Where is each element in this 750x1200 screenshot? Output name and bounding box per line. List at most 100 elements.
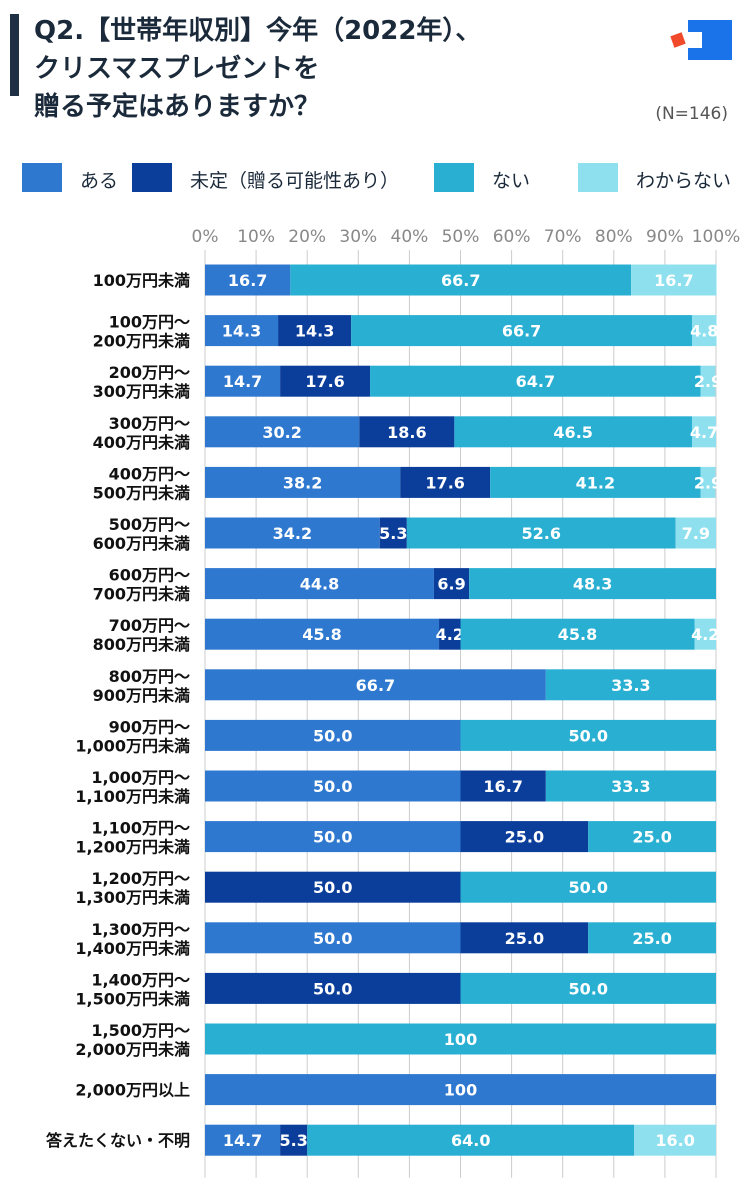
category-label-line: 1,000万円未満	[75, 736, 190, 755]
category-label-line: 1,300万円未満	[75, 888, 190, 907]
x-tick-label: 60%	[493, 227, 531, 247]
bar-segment	[280, 365, 371, 397]
category-label: 900万円〜 1,000万円未満	[75, 717, 190, 755]
category-label-line: 800万円〜	[109, 667, 190, 686]
data-label: 2.9	[694, 372, 722, 391]
legend-label-aru: ある	[80, 170, 119, 192]
data-label: 50.0	[569, 726, 608, 745]
category-label-line: 100万円〜	[109, 313, 190, 332]
bar-segment	[460, 719, 716, 751]
bar-segment	[379, 517, 407, 549]
category-label-line: 900万円未満	[93, 686, 190, 705]
bar-segment	[205, 821, 461, 853]
data-label: 17.6	[305, 372, 344, 391]
category-label-line: 1,200万円〜	[91, 869, 190, 888]
bar-segment	[205, 618, 440, 650]
legend-label-mitei: 未定（贈る可能性あり）	[190, 170, 400, 192]
bar-segment	[631, 264, 717, 296]
sample-size-label: (N=146)	[655, 104, 728, 124]
data-label: 64.0	[451, 1131, 490, 1150]
chart-title-line-1: Q2.【世帯年収別】今年（2022年）、	[34, 16, 482, 46]
category-label: 200万円〜 300万円未満	[93, 363, 190, 401]
data-label: 50.0	[569, 878, 608, 897]
category-label-line: 200万円未満	[93, 332, 190, 351]
category-label: 1,300万円〜 1,400万円未満	[75, 920, 190, 958]
data-label: 14.3	[222, 322, 261, 341]
data-label: 45.8	[302, 625, 341, 644]
bar-segment	[460, 922, 589, 954]
data-label: 48.3	[573, 575, 612, 594]
category-label-line: 600万円未満	[93, 534, 190, 553]
legend-label-nai: ない	[492, 170, 531, 192]
bar-segment	[307, 1124, 635, 1156]
bar-segment	[280, 1124, 308, 1156]
bar-segment	[205, 568, 434, 600]
bar-segment	[469, 568, 716, 600]
bar-segment	[460, 618, 695, 650]
bar-segment	[205, 1023, 716, 1055]
data-label: 6.9	[437, 575, 465, 594]
x-tick-label: 20%	[288, 227, 326, 247]
bar-segment	[359, 416, 455, 448]
category-label: 2,000万円以上	[75, 1081, 190, 1100]
category-label: 1,100万円〜 1,200万円未満	[75, 819, 190, 857]
category-label: 800万円〜 900万円未満	[93, 667, 190, 705]
bar-segment	[454, 416, 692, 448]
category-label-line: 1,300万円〜	[91, 920, 190, 939]
category-label-line: 1,400万円〜	[91, 970, 190, 989]
x-tick-label: 70%	[544, 227, 582, 247]
data-label: 41.2	[576, 473, 615, 492]
category-label-line: 200万円〜	[109, 363, 190, 382]
bar-segment	[700, 466, 716, 498]
data-label: 16.0	[655, 1131, 694, 1150]
bar-segment	[205, 517, 380, 549]
data-label: 18.6	[387, 423, 426, 442]
category-label: 1,200万円〜 1,300万円未満	[75, 869, 190, 907]
legend-swatch-mitei	[132, 163, 172, 192]
data-label: 16.7	[228, 271, 267, 290]
bar-segment	[278, 315, 352, 347]
x-tick-label: 40%	[391, 227, 429, 247]
category-label-line: 500万円〜	[109, 515, 190, 534]
bar-segment	[351, 315, 692, 347]
data-label: 34.2	[273, 524, 312, 543]
bar-segment	[460, 972, 716, 1004]
bar-segment	[460, 871, 716, 903]
legend-swatch-nai	[434, 163, 474, 192]
data-label: 50.0	[313, 979, 352, 998]
category-label-line: 900万円〜	[109, 717, 190, 736]
bar-segment	[588, 821, 716, 853]
data-label: 4.2	[436, 625, 464, 644]
category-label-line: 100万円未満	[93, 271, 190, 290]
bar-segment	[406, 517, 676, 549]
bar-segment	[290, 264, 632, 296]
data-label: 16.7	[483, 777, 522, 796]
x-tick-label: 100%	[692, 227, 741, 247]
data-label: 46.5	[553, 423, 592, 442]
category-label-line: 1,100万円〜	[91, 819, 190, 838]
brand-logo-icon	[670, 20, 732, 60]
category-label-line: 答えたくない・不明	[46, 1131, 190, 1150]
category-label-line: 1,500万円未満	[75, 989, 190, 1008]
data-label: 14.7	[223, 372, 262, 391]
category-label-line: 1,100万円未満	[75, 787, 190, 806]
category-label-line: 300万円未満	[93, 382, 190, 401]
data-label: 44.8	[300, 575, 339, 594]
x-tick-label: 10%	[237, 227, 275, 247]
category-label-line: 1,200万円未満	[75, 838, 190, 857]
data-label: 25.0	[505, 929, 544, 948]
x-tick-label: 0%	[192, 227, 219, 247]
data-label: 50.0	[313, 777, 352, 796]
chart-title-line-3: 贈る予定はありますか？	[34, 92, 321, 122]
data-label: 33.3	[611, 676, 650, 695]
chart-title: Q2.【世帯年収別】今年（2022年）、 クリスマスプレゼントを 贈る予定はあり…	[34, 12, 634, 126]
data-label: 50.0	[313, 929, 352, 948]
data-label: 64.7	[516, 372, 555, 391]
category-label: 300万円〜 400万円未満	[93, 414, 190, 452]
data-label: 30.2	[262, 423, 301, 442]
data-label: 5.3	[279, 1131, 307, 1150]
data-label: 14.3	[295, 322, 334, 341]
bar-segment	[691, 416, 716, 448]
data-label: 100	[444, 1081, 477, 1100]
category-label-line: 2,000万円未満	[75, 1040, 190, 1059]
